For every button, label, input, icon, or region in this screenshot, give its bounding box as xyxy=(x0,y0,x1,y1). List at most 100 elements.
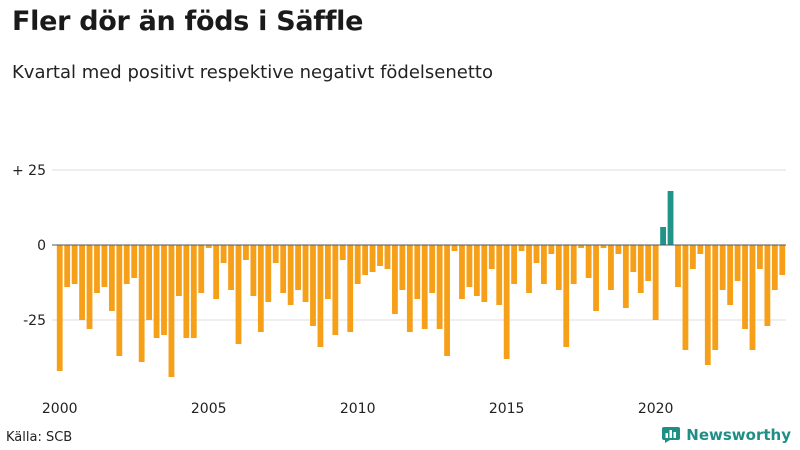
axis-labels: + 25 0 -25 2000 2005 2010 2015 2020 xyxy=(12,163,786,417)
bar xyxy=(637,245,644,293)
bar xyxy=(503,245,510,359)
bars xyxy=(56,191,786,377)
bar xyxy=(481,245,488,302)
bar xyxy=(302,245,309,302)
bar xyxy=(369,245,376,272)
bar xyxy=(526,245,532,293)
bar xyxy=(205,245,212,248)
bar xyxy=(310,245,316,326)
bar xyxy=(377,245,383,266)
bar xyxy=(324,245,331,299)
bar xyxy=(332,245,339,335)
bar xyxy=(250,245,257,296)
bar xyxy=(421,245,428,329)
bar xyxy=(71,245,78,284)
chart-subtitle: Kvartal med positivt respektive negativt… xyxy=(12,62,493,83)
bar xyxy=(414,245,421,299)
bar xyxy=(652,245,659,320)
bar xyxy=(511,245,518,284)
bar xyxy=(682,245,689,350)
bar xyxy=(742,245,748,329)
bar xyxy=(436,245,443,329)
bar xyxy=(727,245,734,305)
bar xyxy=(615,245,622,254)
bar xyxy=(466,245,473,287)
newsworthy-logo: Newsworthy xyxy=(662,426,791,444)
bar xyxy=(146,245,153,320)
bar xyxy=(697,245,704,254)
x-tick-label: 2010 xyxy=(340,401,376,417)
bar xyxy=(153,245,160,338)
chart-title: Fler dör än föds i Säffle xyxy=(12,6,364,37)
bar xyxy=(406,245,413,332)
bar xyxy=(280,245,287,293)
bar xyxy=(220,245,227,263)
bar xyxy=(563,245,570,347)
bar xyxy=(399,245,406,290)
bar xyxy=(168,245,175,377)
brand-name: Newsworthy xyxy=(686,426,791,444)
bar xyxy=(56,245,63,371)
bar xyxy=(198,245,205,293)
bar xyxy=(757,245,763,269)
bar xyxy=(123,245,130,284)
bar xyxy=(555,245,562,290)
bar xyxy=(541,245,547,284)
x-tick-label: 2000 xyxy=(42,401,78,417)
bar xyxy=(548,245,555,254)
bar xyxy=(667,191,674,245)
bar xyxy=(749,245,756,350)
bar xyxy=(764,245,771,326)
bar xyxy=(79,245,85,320)
bar xyxy=(190,245,197,338)
bar xyxy=(131,245,138,278)
bar xyxy=(734,245,741,281)
x-tick-label: 2015 xyxy=(489,401,525,417)
bar xyxy=(243,245,249,260)
bar xyxy=(116,245,123,356)
bar xyxy=(287,245,294,305)
bar xyxy=(86,245,93,329)
bar xyxy=(585,245,592,278)
bar xyxy=(779,245,786,275)
bar xyxy=(138,245,145,362)
bar xyxy=(444,245,450,356)
newsworthy-icon xyxy=(662,427,681,443)
bar xyxy=(593,245,599,311)
bar xyxy=(704,245,711,365)
bar xyxy=(161,245,167,335)
bar xyxy=(496,245,503,305)
x-tick-label: 2005 xyxy=(191,401,227,417)
bar xyxy=(64,245,71,287)
y-tick-label: 0 xyxy=(37,238,46,254)
bar xyxy=(600,245,607,248)
x-tick-label: 2020 xyxy=(638,401,674,417)
bar xyxy=(675,245,681,287)
bar xyxy=(183,245,190,338)
bar xyxy=(429,245,436,293)
bar xyxy=(392,245,398,314)
bar xyxy=(473,245,480,296)
bar xyxy=(518,245,525,251)
bar xyxy=(451,245,458,251)
bar xyxy=(295,245,301,290)
bar xyxy=(94,245,100,293)
bar xyxy=(578,245,585,248)
bar xyxy=(101,245,108,287)
bar xyxy=(660,227,666,245)
bar xyxy=(630,245,637,272)
y-tick-label: -25 xyxy=(23,313,46,329)
bar-chart: + 25 0 -25 2000 2005 2010 2015 2020 xyxy=(12,163,786,417)
bar xyxy=(347,245,354,332)
bar xyxy=(354,245,361,284)
y-tick-label: + 25 xyxy=(12,163,46,179)
bar xyxy=(272,245,279,263)
bar xyxy=(719,245,726,290)
source-note: Källa: SCB xyxy=(6,430,73,445)
bar xyxy=(317,245,324,347)
bar xyxy=(533,245,540,263)
bar xyxy=(689,245,696,269)
bar xyxy=(384,245,391,269)
bar xyxy=(608,245,614,290)
bar xyxy=(176,245,182,296)
